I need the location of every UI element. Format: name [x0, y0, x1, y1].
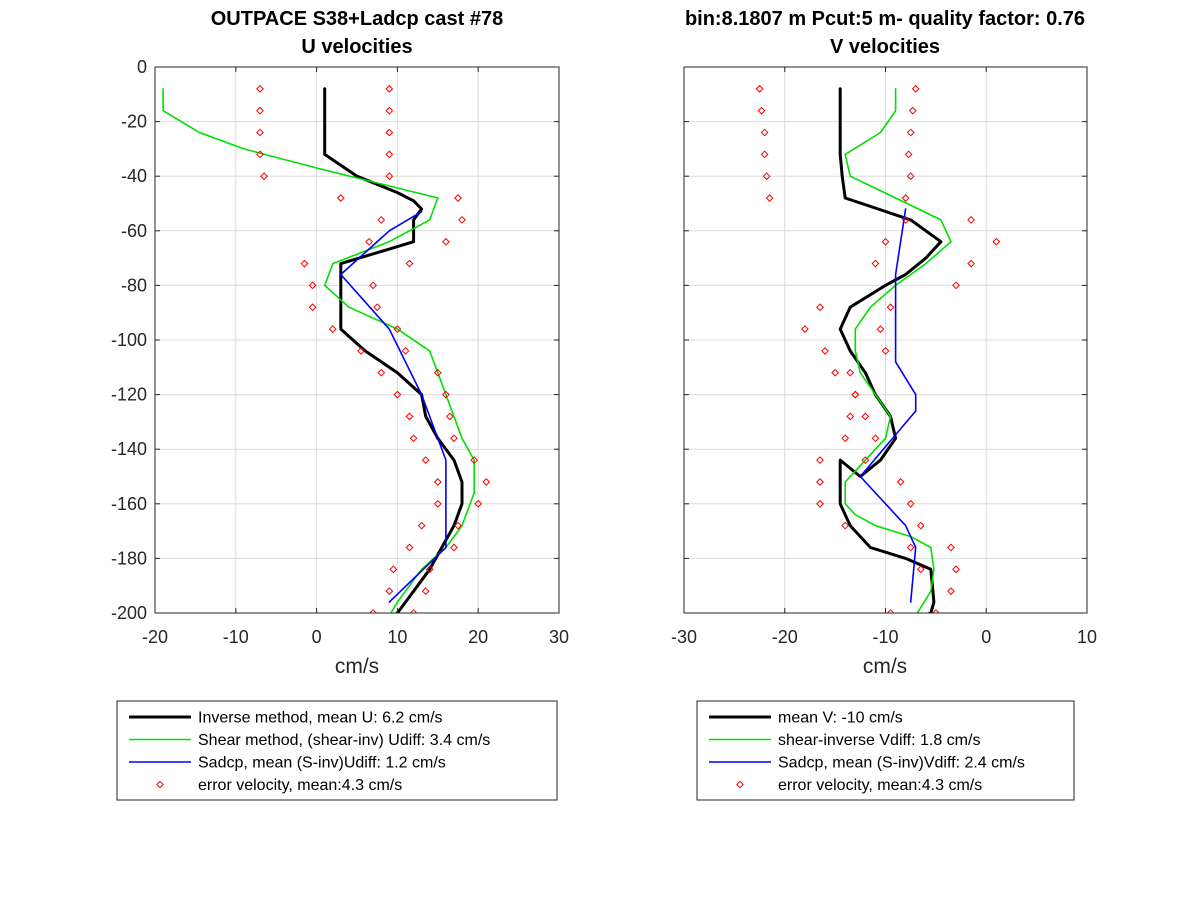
- u-legend-label-3: Sadcp, mean (S-inv)Udiff: 1.2 cm/s: [198, 755, 446, 772]
- u-x-tick-label: 0: [312, 627, 322, 647]
- v-x-tick-label: 0: [981, 627, 991, 647]
- u-y-tick-label: -20: [121, 112, 147, 132]
- u-y-tick-label: -160: [111, 494, 147, 514]
- v-legend-label-2: shear-inverse Vdiff: 1.8 cm/s: [778, 732, 980, 749]
- u-y-tick-label: -100: [111, 330, 147, 350]
- v-x-tick-label: -10: [872, 627, 898, 647]
- u-y-tick-label: -60: [121, 221, 147, 241]
- v-x-tick-label: -20: [772, 627, 798, 647]
- v-x-tick-label: -30: [671, 627, 697, 647]
- u-y-tick-label: -180: [111, 548, 147, 568]
- u-x-tick-label: -20: [142, 627, 168, 647]
- v-legend: mean V: -10 cm/s shear-inverse Vdiff: 1.8…: [697, 701, 1074, 800]
- u-panel-title-line-2: U velocities: [301, 36, 412, 58]
- u-y-tick-label: -120: [111, 385, 147, 405]
- v-panel-title-line-1: bin:8.1807 m Pcut:5 m- quality factor: 0…: [685, 8, 1085, 30]
- u-legend-label-4: error velocity, mean:4.3 cm/s: [198, 777, 402, 794]
- u-x-tick-label: 30: [549, 627, 569, 647]
- u-legend: Inverse method, mean U: 6.2 cm/s Shear me…: [117, 701, 557, 800]
- u-panel-title-line-1: OUTPACE S38+Ladcp cast #78: [211, 8, 504, 30]
- u-y-tick-label: -40: [121, 166, 147, 186]
- figure: OUTPACE S38+Ladcp cast #78 U velocities …: [0, 0, 1200, 900]
- v-legend-label-4: error velocity, mean:4.3 cm/s: [778, 777, 982, 794]
- u-y-tick-label: 0: [137, 57, 147, 77]
- u-y-tick-label: -80: [121, 275, 147, 295]
- u-x-axis-label: cm/s: [335, 655, 379, 678]
- v-legend-label-1: mean V: -10 cm/s: [778, 710, 903, 727]
- v-x-tick-label: 10: [1077, 627, 1097, 647]
- u-x-tick-label: 10: [387, 627, 407, 647]
- u-legend-label-1: Inverse method, mean U: 6.2 cm/s: [198, 710, 443, 727]
- v-panel-title-line-2: V velocities: [830, 36, 940, 58]
- u-y-tick-label: -200: [111, 603, 147, 623]
- u-x-tick-label: 20: [468, 627, 488, 647]
- v-x-axis-label: cm/s: [863, 655, 907, 678]
- v-legend-label-3: Sadcp, mean (S-inv)Vdiff: 2.4 cm/s: [778, 755, 1025, 772]
- u-x-tick-label: -10: [223, 627, 249, 647]
- u-legend-label-2: Shear method, (shear-inv) Udiff: 3.4 cm/…: [198, 732, 490, 749]
- u-y-tick-label: -140: [111, 439, 147, 459]
